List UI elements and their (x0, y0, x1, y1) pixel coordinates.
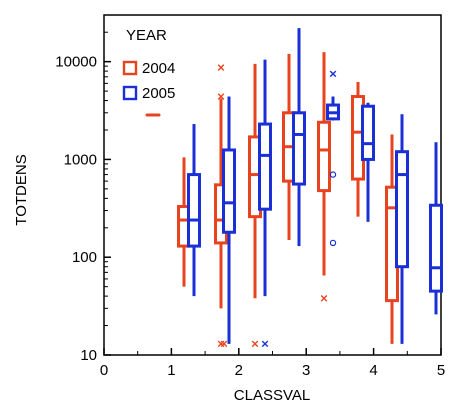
x-axis-label: CLASSVAL (234, 387, 310, 404)
x-tick-label: 2 (235, 362, 243, 379)
plot-area: 0 1 2 3 4 5 10 100 1000 10000 (55, 14, 445, 379)
x-axis: 0 1 2 3 4 5 (100, 348, 445, 379)
box (292, 111, 306, 186)
y-tick-label: 10 (80, 347, 97, 364)
x-tick-label: 3 (302, 362, 310, 379)
x-tick-label: 4 (369, 362, 377, 379)
y-axis: 10 100 1000 10000 (55, 14, 111, 364)
x-tick-label: 1 (167, 362, 175, 379)
outlier-point (261, 340, 269, 348)
box (317, 120, 331, 193)
box (187, 173, 201, 248)
outlier-point (329, 239, 337, 247)
y-tick-label: 100 (72, 249, 97, 266)
series-2005 (187, 28, 443, 348)
legend-label-2004: 2004 (142, 60, 175, 77)
box (429, 203, 443, 293)
box (258, 122, 272, 211)
outlier-point (320, 295, 328, 302)
outlier-point (220, 340, 228, 348)
x-tick-label: 0 (100, 362, 108, 379)
y-axis-label: TOTDENS (13, 154, 30, 225)
legend-title: YEAR (126, 27, 167, 44)
y-tick-label: 1000 (64, 151, 97, 168)
legend-swatch-2005 (122, 85, 138, 101)
outlier-point (251, 340, 259, 348)
outlier-point (217, 93, 225, 100)
box (222, 148, 236, 234)
box (395, 150, 409, 269)
outlier-point (217, 64, 225, 71)
y-tick-label: 10000 (55, 54, 97, 71)
legend-swatch-2004 (122, 60, 138, 76)
legend-label-2005: 2005 (142, 85, 175, 102)
box (361, 104, 375, 161)
series-2004 (177, 52, 399, 348)
legend: YEAR 2004 2005 (122, 27, 175, 117)
outlier-point (329, 70, 337, 78)
x-tick-label: 5 (437, 362, 445, 379)
outlier-point (329, 171, 337, 178)
